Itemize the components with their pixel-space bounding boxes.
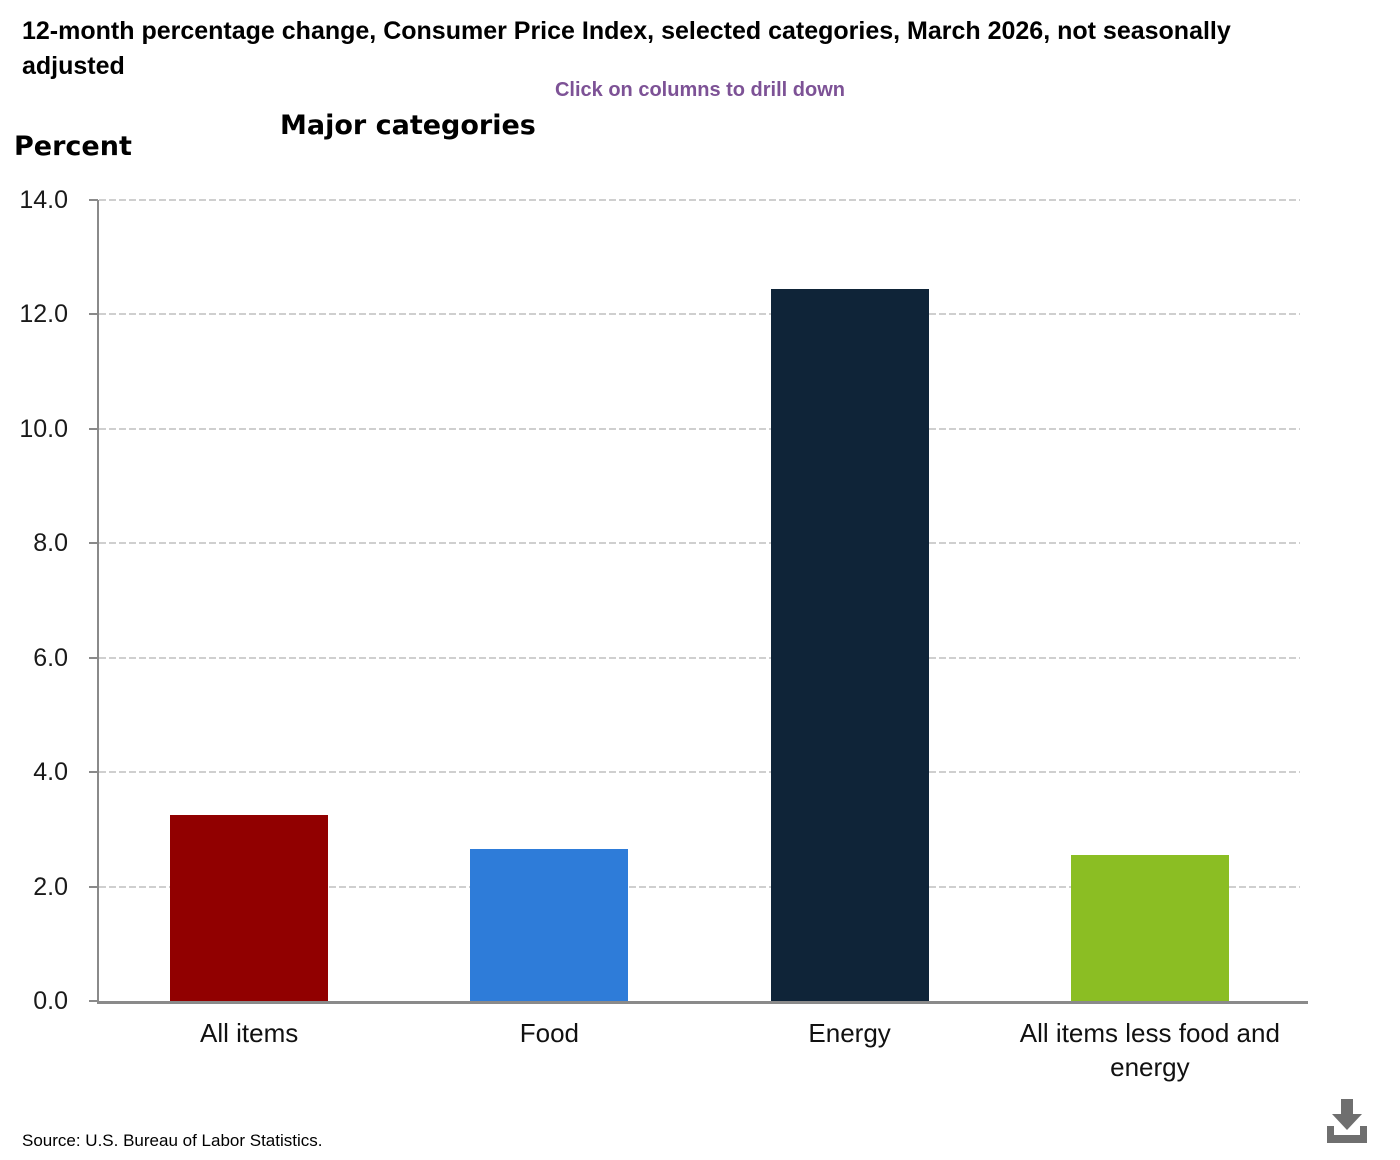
x-label-all-items-less-food-and-energy: All items less food and energy [1019,1018,1280,1082]
gridline-4 [99,771,1300,774]
bar-energy[interactable] [770,288,929,1001]
y-tick-label-2: 2.0 [33,872,68,901]
y-tick-mark-12 [89,313,98,316]
y-tick-label-4: 4.0 [33,758,68,787]
gridline-6 [99,656,1300,659]
gridline-2 [99,885,1300,888]
download-icon [1327,1099,1367,1143]
bar-all-items-less-food-and-energy[interactable] [1070,855,1229,1001]
y-tick-mark-10 [89,427,98,430]
source-note: Source: U.S. Bureau of Labor Statistics. [22,1131,323,1150]
page-title: 12-month percentage change, Consumer Pri… [22,17,1231,80]
bar-food[interactable] [470,849,629,1001]
y-tick-mark-14 [89,199,98,201]
y-tick-mark-0 [89,1000,98,1002]
x-label-food: Food [519,1018,579,1048]
y-tick-label-10: 10.0 [19,414,68,443]
y-axis-line [97,200,99,1001]
y-tick-label-0: 0.0 [33,987,68,1015]
y-tick-label-6: 6.0 [33,643,68,672]
drilldown-hint: Click on columns to drill down [554,79,845,101]
download-button[interactable] [1320,1094,1374,1148]
gridline-12 [99,313,1300,316]
x-label-energy: Energy [808,1018,891,1048]
x-axis-line [97,1001,1308,1004]
gridline-8 [99,542,1300,545]
y-tick-label-14: 14.0 [19,186,68,214]
y-axis-title: Percent [14,131,132,162]
x-label-all-items: All items [200,1018,299,1048]
y-tick-mark-2 [89,885,98,888]
y-tick-label-12: 12.0 [19,300,68,329]
y-tick-mark-6 [89,656,98,659]
y-tick-mark-4 [89,771,98,774]
gridline-10 [99,427,1300,430]
chart-heading: Major categories [280,110,536,141]
y-tick-label-8: 8.0 [33,529,68,558]
bar-all-items[interactable] [170,815,329,1001]
gridline-14 [99,199,1300,201]
y-tick-mark-8 [89,542,98,545]
